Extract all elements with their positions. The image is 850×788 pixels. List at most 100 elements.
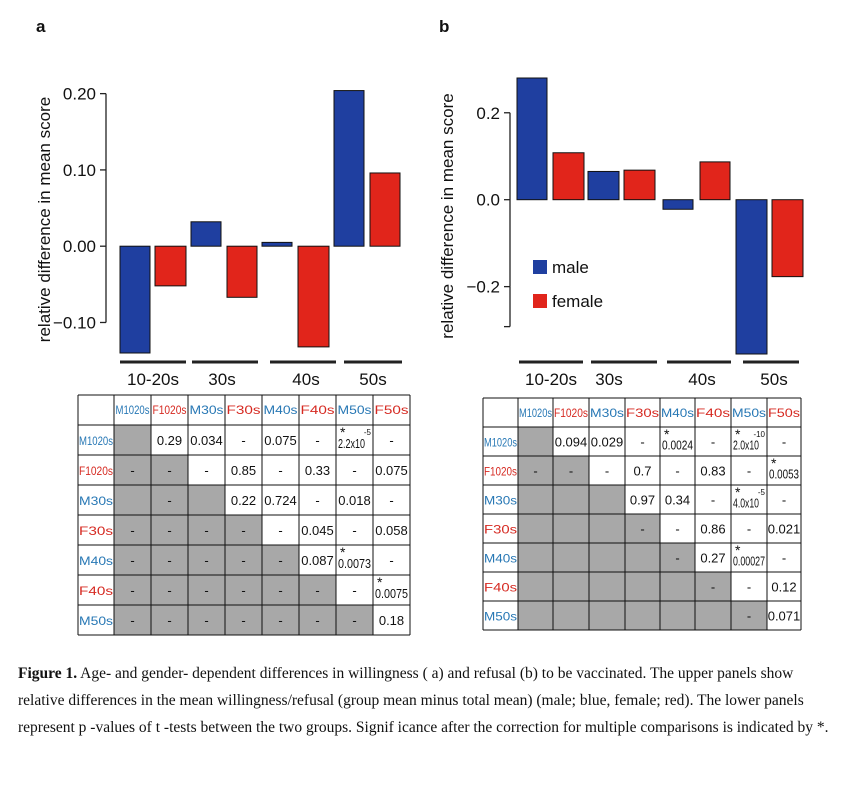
table-gray-cell <box>114 455 151 485</box>
table-gray-cell <box>589 514 625 543</box>
table-gray-cell <box>188 605 225 635</box>
table-gray-cell <box>299 575 336 605</box>
table-gray-cell <box>553 456 589 485</box>
table-row-header: M50s <box>484 610 517 624</box>
table-gray-dash: - <box>315 613 319 628</box>
significance-star: * <box>735 542 741 558</box>
table-row-header: M30s <box>79 494 113 508</box>
table-cell-value: - <box>675 464 679 479</box>
table-gray-dash: - <box>130 583 134 598</box>
table-gray-cell <box>660 601 695 630</box>
table-gray-dash: - <box>278 583 282 598</box>
table-gray-cell <box>188 575 225 605</box>
bar-female-10-20s <box>154 245 187 287</box>
bar-female-10-20s <box>552 152 585 201</box>
table-row-header: M40s <box>79 554 113 568</box>
table-gray-cell <box>625 514 660 543</box>
table-gray-dash: - <box>640 522 644 537</box>
significance-star: * <box>340 544 346 560</box>
table-cell-value: - <box>315 433 319 448</box>
table-row-header: F40s <box>484 581 517 595</box>
table-cell-value: - <box>782 435 786 450</box>
bar-female-50s <box>369 172 401 247</box>
table-gray-dash: - <box>711 580 715 595</box>
bar-male-30s <box>190 221 222 247</box>
table-cell-value: 2.2x10 <box>338 436 365 451</box>
table-gray-dash: - <box>241 523 245 538</box>
table-gray-cell <box>518 427 553 456</box>
significance-star: * <box>377 574 383 590</box>
category-label: 50s <box>760 370 787 389</box>
category-label: 10-20s <box>127 370 179 389</box>
table-cell-value: 0.00027 <box>733 554 765 569</box>
table-cell-value: 0.0073 <box>338 556 371 571</box>
table-cell-value: - <box>605 464 609 479</box>
table-cell-superscript: -10 <box>753 430 765 439</box>
table-cell-value: 0.724 <box>264 493 297 508</box>
table-cell-value: 0.22 <box>231 493 256 508</box>
category-label: 40s <box>292 370 319 389</box>
figure-caption: Figure 1. Age- and gender- dependent dif… <box>18 660 830 741</box>
table-col-header: M50s <box>338 403 372 417</box>
table-gray-cell <box>262 605 299 635</box>
table-gray-cell <box>589 543 625 572</box>
table-cell-value: 0.33 <box>305 463 330 478</box>
table-cell-value: - <box>278 463 282 478</box>
bar-female-30s <box>226 245 258 298</box>
table-gray-cell <box>225 575 262 605</box>
table-gray-cell <box>188 515 225 545</box>
panel-label: b <box>439 17 449 36</box>
table-cell-superscript: -5 <box>758 488 766 497</box>
table-cell-value: - <box>782 551 786 566</box>
table-row-header: F1020s <box>79 464 113 478</box>
table-gray-cell <box>151 605 188 635</box>
table-gray-dash: - <box>533 464 537 479</box>
category-label: 30s <box>595 370 622 389</box>
table-gray-dash: - <box>241 583 245 598</box>
legend-swatch-female <box>533 294 547 308</box>
table-gray-cell <box>589 572 625 601</box>
significance-star: * <box>771 455 777 471</box>
table-row-header: F30s <box>484 523 517 537</box>
table-col-header: M40s <box>661 406 694 420</box>
table-gray-cell <box>262 545 299 575</box>
table-gray-cell <box>151 515 188 545</box>
table-gray-dash: - <box>204 583 208 598</box>
table-gray-cell <box>114 425 151 455</box>
y-tick-label: 0.2 <box>476 104 500 123</box>
table-gray-cell <box>151 575 188 605</box>
table-cell-value: 0.058 <box>375 523 408 538</box>
bar-female-30s <box>623 169 656 201</box>
table-gray-cell <box>553 572 589 601</box>
table-cell-value: - <box>711 435 715 450</box>
significance-star: * <box>664 426 670 442</box>
table-gray-cell <box>625 601 660 630</box>
table-gray-dash: - <box>130 523 134 538</box>
table-cell-value: 0.071 <box>768 609 801 624</box>
table-gray-cell <box>151 455 188 485</box>
table-gray-dash: - <box>204 553 208 568</box>
bar-male-10-20s <box>516 77 548 201</box>
table-cell-value: - <box>389 433 393 448</box>
table-gray-cell <box>262 575 299 605</box>
table-row-header: M1020s <box>79 434 113 448</box>
table-gray-cell <box>625 543 660 572</box>
bar-female-50s <box>771 199 804 278</box>
table-cell-value: 0.034 <box>190 433 223 448</box>
table-gray-cell <box>299 605 336 635</box>
table-cell-value: - <box>640 435 644 450</box>
table-gray-cell <box>225 515 262 545</box>
table-col-header: M1020s <box>116 403 150 417</box>
significance-star: * <box>735 484 741 500</box>
table-gray-dash: - <box>167 583 171 598</box>
table-cell-value: 0.29 <box>157 433 182 448</box>
table-cell-value: 0.27 <box>700 551 725 566</box>
bar-male-50s <box>735 199 768 355</box>
table-cell-value: - <box>747 464 751 479</box>
category-label: 40s <box>688 370 715 389</box>
table-gray-dash: - <box>130 553 134 568</box>
table-gray-cell <box>589 485 625 514</box>
table-gray-cell <box>731 601 767 630</box>
table-cell-value: - <box>241 433 245 448</box>
